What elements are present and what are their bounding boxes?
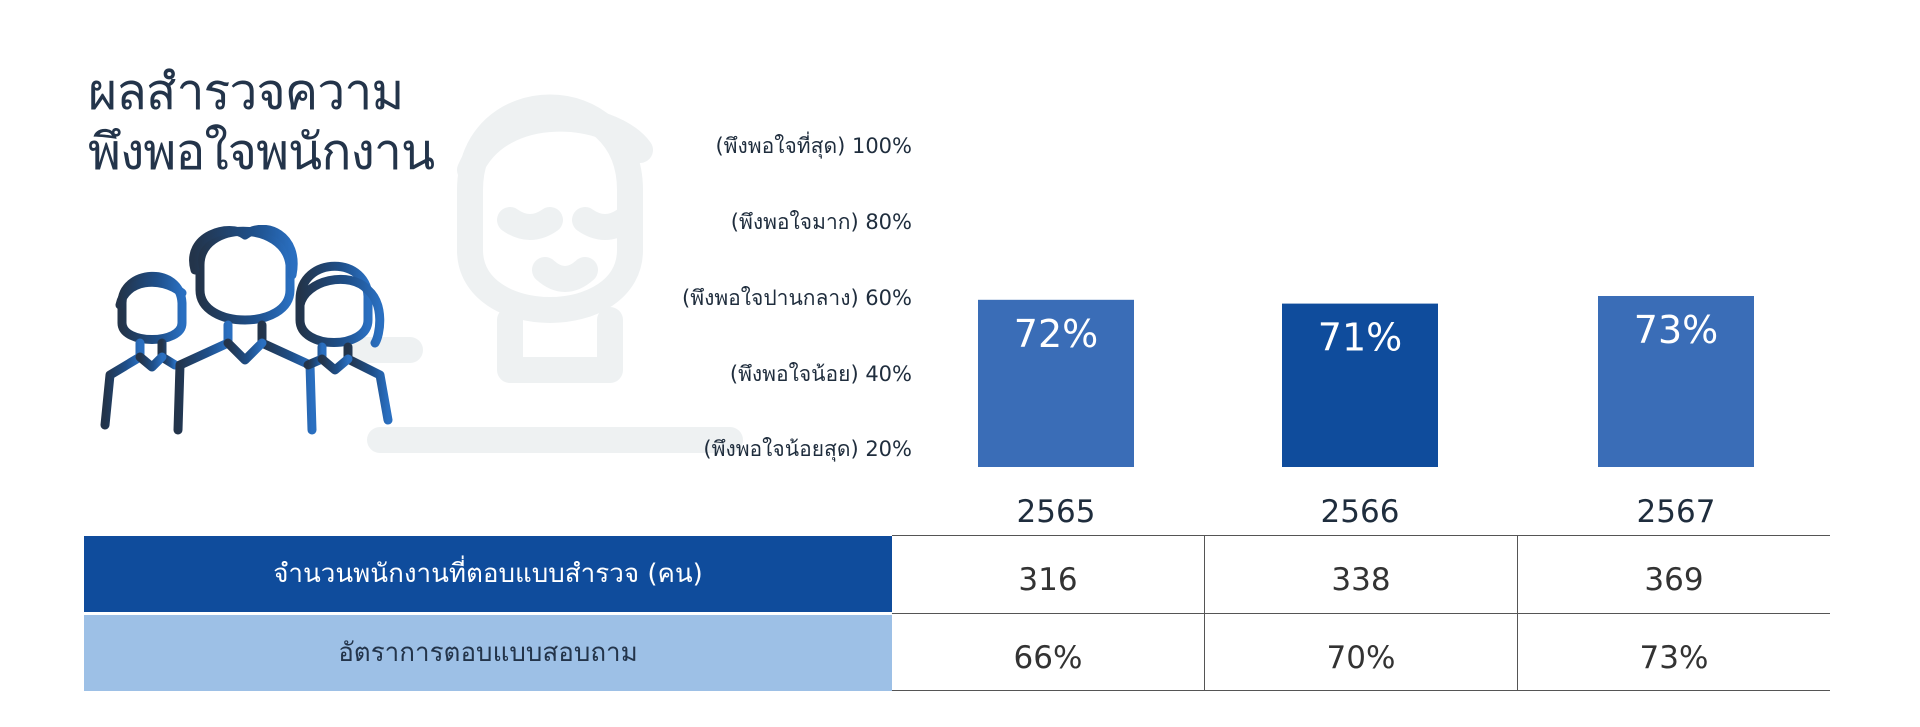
bar-2566 [1282,303,1438,467]
bar-2567 [1598,296,1754,467]
cell-value: 70% [1326,639,1396,676]
x-category-label-2567: 2567 [1637,494,1716,530]
y-tick-label-100: (พึงพอใจที่สุด) 100% [715,134,912,158]
cell-value: 316 [1018,562,1078,599]
y-tick-label-60: (พึงพอใจปานกลาง) 60% [682,286,912,310]
faint-person-background-icon [350,94,743,453]
table-row-respondents: จำนวนพนักงานที่ตอบแบบสำรวจ (คน) 316 338 … [84,535,1830,615]
employees-group-icon [100,225,393,435]
y-tick-label-40: (พึงพอใจน้อย) 40% [729,362,912,386]
cell-rate-2565: 66% [892,612,1205,691]
cell-rate-2567: 73% [1517,612,1830,691]
table-row-response-rate: อัตราการตอบแบบสอบถาม 66% 70% 73% [84,612,1830,691]
x-category-label-2565: 2565 [1017,494,1096,530]
cell-respondents-2567: 369 [1517,535,1830,614]
page-title: ผลสำรวจความ พึงพอใจพนักงาน [88,62,435,182]
row-header-respondents: จำนวนพนักงานที่ตอบแบบสำรวจ (คน) [84,535,892,615]
bar-value-label-2566: 71% [1318,316,1402,360]
survey-stats-table: จำนวนพนักงานที่ตอบแบบสำรวจ (คน) 316 338 … [84,535,1830,691]
cell-value: 66% [1013,639,1083,676]
bar-value-label-2567: 73% [1634,308,1718,352]
cell-respondents-2565: 316 [892,535,1205,614]
title-line-1: ผลสำรวจความ [88,63,404,121]
y-tick-label-20: (พึงพอใจน้อยสุด) 20% [703,437,912,461]
cell-value: 73% [1639,639,1709,676]
bar-value-label-2565: 72% [1014,312,1098,356]
bar-2565 [978,299,1134,467]
title-line-2: พึงพอใจพนักงาน [88,123,435,181]
cell-value: 369 [1644,562,1704,599]
cell-respondents-2566: 338 [1204,535,1518,614]
row-header-response-rate: อัตราการตอบแบบสอบถาม [84,613,892,691]
x-category-label-2566: 2566 [1321,494,1400,530]
cell-value: 338 [1331,562,1391,599]
cell-rate-2566: 70% [1204,612,1518,691]
y-tick-label-80: (พึงพอใจมาก) 80% [730,210,912,234]
